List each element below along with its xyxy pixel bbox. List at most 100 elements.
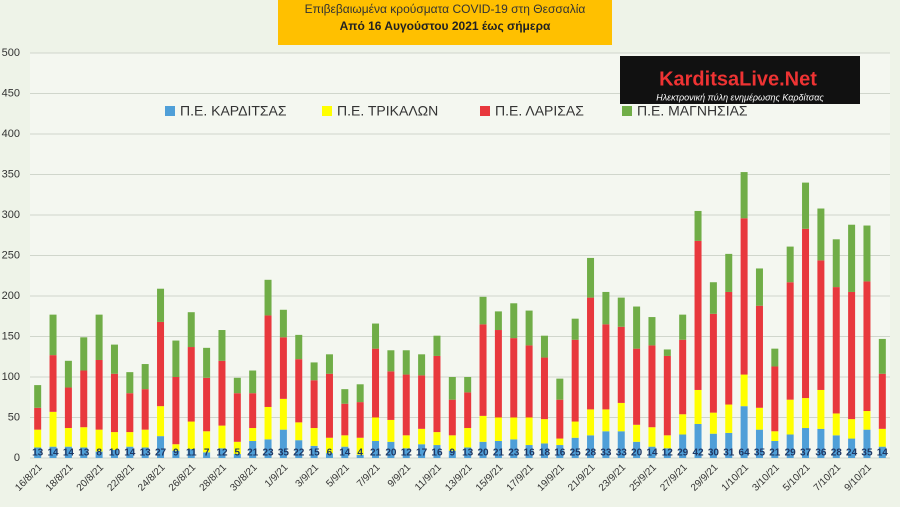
bar-segment bbox=[525, 445, 533, 458]
bar-segment bbox=[64, 428, 72, 447]
y-tick-label: 100 bbox=[2, 371, 20, 383]
bar-segment bbox=[540, 335, 548, 358]
bar-segment bbox=[540, 419, 548, 444]
data-label: 64 bbox=[739, 448, 751, 459]
bar-segment bbox=[49, 355, 57, 412]
bar-segment bbox=[157, 288, 165, 322]
bar-segment bbox=[802, 182, 810, 229]
bar-segment bbox=[679, 434, 687, 458]
chart-title: Επιβεβαιωμένα κρούσματα COVID-19 στη Θεσ… bbox=[305, 2, 586, 16]
bar-segment bbox=[203, 347, 211, 378]
bar-segment bbox=[80, 447, 88, 458]
data-label: 21 bbox=[493, 448, 505, 459]
data-label: 22 bbox=[293, 448, 305, 459]
data-label: 5 bbox=[235, 448, 241, 459]
bar-segment bbox=[602, 409, 610, 432]
bar-segment bbox=[709, 412, 717, 434]
bar-segment bbox=[617, 431, 625, 458]
bar-segment bbox=[233, 453, 241, 458]
data-label: 7 bbox=[204, 448, 210, 459]
data-label: 13 bbox=[78, 448, 90, 459]
bar-segment bbox=[510, 439, 518, 458]
bar-segment bbox=[325, 453, 333, 458]
legend-swatch bbox=[322, 106, 332, 116]
bar-segment bbox=[832, 287, 840, 414]
bar-segment bbox=[187, 421, 195, 450]
data-label: 13 bbox=[32, 448, 44, 459]
bar-segment bbox=[648, 446, 656, 458]
bar-segment bbox=[617, 326, 625, 403]
data-label: 28 bbox=[831, 448, 843, 459]
bar-segment bbox=[510, 417, 518, 440]
data-label: 23 bbox=[508, 448, 520, 459]
bar-segment bbox=[771, 366, 779, 432]
bar-segment bbox=[402, 435, 410, 449]
bar-segment bbox=[295, 359, 303, 423]
bar-segment bbox=[556, 445, 564, 458]
legend-swatch bbox=[165, 106, 175, 116]
data-label: 23 bbox=[262, 448, 274, 459]
bar-segment bbox=[218, 448, 226, 458]
bar-segment bbox=[510, 303, 518, 339]
bar-segment bbox=[878, 446, 886, 458]
bar-segment bbox=[387, 441, 395, 458]
bar-segment bbox=[418, 375, 426, 429]
data-label: 14 bbox=[124, 448, 136, 459]
bar-segment bbox=[771, 440, 779, 458]
data-label: 13 bbox=[140, 448, 152, 459]
bar-segment bbox=[525, 345, 533, 418]
bar-segment bbox=[126, 393, 134, 433]
y-tick-label: 400 bbox=[2, 128, 20, 140]
bar-segment bbox=[587, 435, 595, 458]
bar-segment bbox=[802, 228, 810, 399]
bar-segment bbox=[587, 257, 595, 298]
bar-segment bbox=[295, 422, 303, 441]
bar-segment bbox=[786, 282, 794, 400]
bar-segment bbox=[310, 428, 318, 446]
data-label: 11 bbox=[186, 448, 197, 459]
bar-segment bbox=[95, 451, 103, 458]
legend-swatch bbox=[622, 106, 632, 116]
bar-segment bbox=[372, 417, 380, 441]
data-label: 35 bbox=[754, 448, 766, 459]
bar-segment bbox=[679, 414, 687, 435]
bar-segment bbox=[433, 432, 441, 446]
bar-segment bbox=[433, 335, 441, 356]
bar-segment bbox=[863, 429, 871, 458]
bar-segment bbox=[387, 419, 395, 442]
data-label: 35 bbox=[278, 448, 290, 459]
bar-segment bbox=[648, 427, 656, 447]
bar-segment bbox=[679, 314, 687, 340]
bar-segment bbox=[141, 364, 149, 390]
y-tick-label: 300 bbox=[2, 209, 20, 221]
bar-segment bbox=[126, 446, 134, 458]
bar-segment bbox=[80, 337, 88, 371]
bar-segment bbox=[848, 224, 856, 292]
data-label: 12 bbox=[401, 448, 413, 459]
bar-segment bbox=[433, 445, 441, 458]
bar-segment bbox=[556, 438, 564, 446]
bar-segment bbox=[402, 350, 410, 375]
bar-segment bbox=[218, 360, 226, 426]
bar-segment bbox=[157, 406, 165, 437]
bar-segment bbox=[95, 429, 103, 452]
y-tick-label: 450 bbox=[2, 87, 20, 99]
bar-segment bbox=[587, 297, 595, 410]
bar-segment bbox=[372, 440, 380, 458]
data-label: 4 bbox=[357, 448, 363, 459]
bar-segment bbox=[141, 429, 149, 448]
bar-segment bbox=[402, 448, 410, 458]
bar-segment bbox=[172, 377, 180, 445]
bar-segment bbox=[694, 210, 702, 241]
bar-segment bbox=[233, 377, 241, 394]
bar-segment bbox=[832, 413, 840, 436]
bar-segment bbox=[433, 355, 441, 433]
data-label: 8 bbox=[96, 448, 102, 459]
bar-segment bbox=[264, 315, 272, 407]
bar-segment bbox=[264, 406, 272, 440]
bar-segment bbox=[848, 438, 856, 458]
bar-segment bbox=[633, 348, 641, 425]
bar-segment bbox=[187, 312, 195, 348]
legend-swatch bbox=[480, 106, 490, 116]
